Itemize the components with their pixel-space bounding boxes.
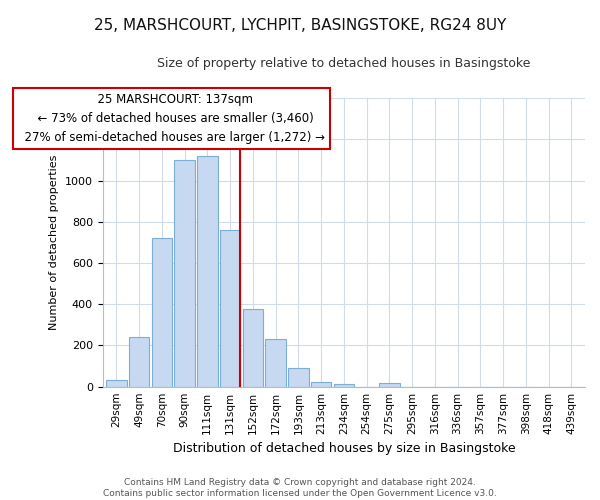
Bar <box>242 310 263 386</box>
Bar <box>129 337 149 386</box>
Bar <box>311 382 331 386</box>
Bar <box>288 368 308 386</box>
Bar <box>175 160 195 386</box>
Text: Contains HM Land Registry data © Crown copyright and database right 2024.
Contai: Contains HM Land Registry data © Crown c… <box>103 478 497 498</box>
Bar <box>220 230 241 386</box>
X-axis label: Distribution of detached houses by size in Basingstoke: Distribution of detached houses by size … <box>173 442 515 455</box>
Bar <box>265 340 286 386</box>
Y-axis label: Number of detached properties: Number of detached properties <box>49 154 59 330</box>
Title: Size of property relative to detached houses in Basingstoke: Size of property relative to detached ho… <box>157 58 530 70</box>
Text: 25 MARSHCOURT: 137sqm
  ← 73% of detached houses are smaller (3,460)
  27% of se: 25 MARSHCOURT: 137sqm ← 73% of detached … <box>17 93 325 144</box>
Bar <box>152 238 172 386</box>
Bar <box>106 380 127 386</box>
Bar <box>197 156 218 386</box>
Bar <box>334 384 354 386</box>
Bar <box>379 382 400 386</box>
Text: 25, MARSHCOURT, LYCHPIT, BASINGSTOKE, RG24 8UY: 25, MARSHCOURT, LYCHPIT, BASINGSTOKE, RG… <box>94 18 506 32</box>
